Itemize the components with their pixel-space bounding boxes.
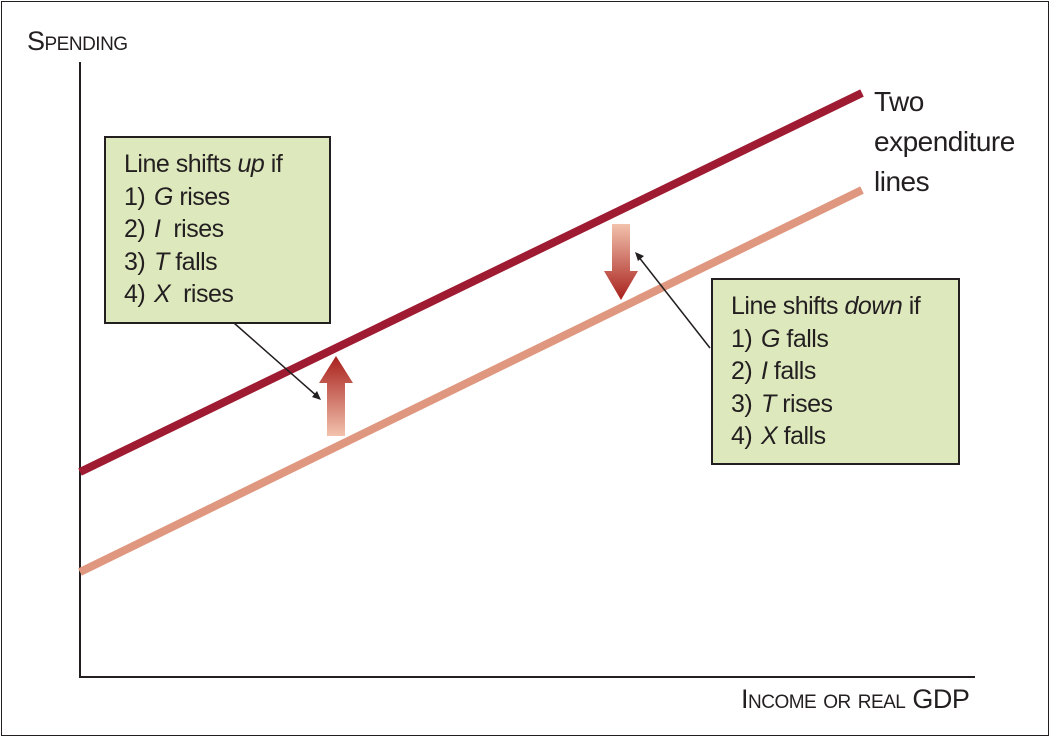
line-label-row: Two bbox=[874, 86, 924, 117]
callout-item: 3) T falls bbox=[124, 247, 218, 276]
line-label-row: expenditure bbox=[874, 126, 1015, 157]
shift-up-arrow bbox=[319, 356, 353, 436]
up-callout-pointer-head bbox=[312, 391, 321, 400]
callout-item: 4) X falls bbox=[731, 422, 826, 450]
down-callout-pointer-head bbox=[635, 252, 644, 261]
shift-down-callout: Line shifts down if 1) G falls 2) I falls … bbox=[711, 278, 960, 465]
lower-expenditure-line bbox=[78, 186, 864, 576]
y-axis-title: Spending bbox=[27, 26, 128, 56]
down-callout-pointer bbox=[637, 255, 711, 349]
callout-item: 4) X rises bbox=[124, 280, 234, 308]
shift-down-arrow bbox=[604, 224, 638, 300]
callout-item: 3) T rises bbox=[731, 389, 833, 418]
callout-heading: Line shifts down if bbox=[731, 292, 921, 320]
shift-up-callout: Line shifts up if 1) G rises 2) I rises 3)… bbox=[104, 136, 331, 324]
callout-heading: Line shifts up if bbox=[124, 150, 283, 178]
callout-item: 2) I falls bbox=[731, 357, 816, 385]
expenditure-lines-label: Two expenditure lines bbox=[874, 82, 1015, 202]
line-label-row: lines bbox=[874, 166, 930, 197]
callout-item: 1) G rises bbox=[124, 182, 230, 211]
upper-expenditure-line bbox=[78, 89, 864, 476]
x-axis-title: Income or real GDP bbox=[741, 684, 970, 714]
callout-item: 1) G falls bbox=[731, 324, 829, 353]
up-callout-pointer bbox=[233, 322, 319, 398]
callout-item: 2) I rises bbox=[124, 215, 224, 243]
